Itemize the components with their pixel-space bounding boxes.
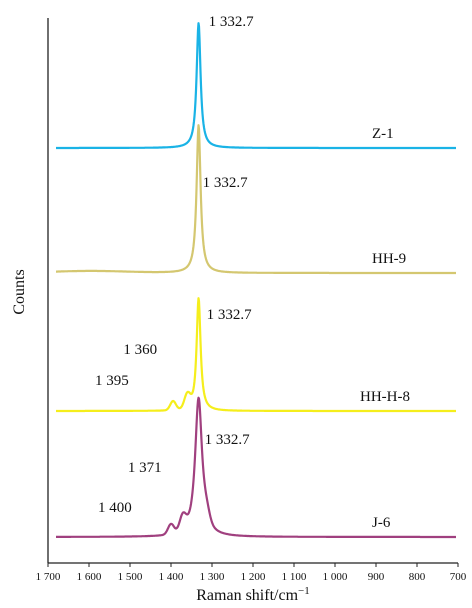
series-name-hh-h-8: HH-H-8 xyxy=(360,389,410,405)
x-axis-title-main: Raman shift/cm xyxy=(196,587,298,604)
peak-label-hh-h-8-2: 1 395 xyxy=(95,373,129,389)
series-name-z-1: Z-1 xyxy=(372,126,394,142)
series-line-j-6 xyxy=(55,396,457,539)
x-tick-label-1300: 1 300 xyxy=(200,571,225,583)
x-tick-label-1200: 1 200 xyxy=(241,571,266,583)
x-axis-title-superscript: −1 xyxy=(298,585,310,597)
x-tick-label-1100: 1 100 xyxy=(282,571,307,583)
peak-label-j-6-0: 1 332.7 xyxy=(205,432,251,448)
x-tick-label-700: 700 xyxy=(450,571,467,583)
axes-layer: Counts Raman shift/cm−1 xyxy=(11,18,458,604)
series-line-z-1 xyxy=(55,22,457,150)
x-tick-label-1000: 1 000 xyxy=(323,571,348,583)
x-tick-label-1600: 1 600 xyxy=(77,571,102,583)
series-name-j-6: J-6 xyxy=(372,515,391,531)
peak-label-j-6-2: 1 400 xyxy=(98,500,132,516)
x-ticks: 1 700 1 600 1 500 1 400 1 300 1 200 1 100 1 000… xyxy=(36,563,467,583)
x-tick-label-800: 800 xyxy=(409,571,426,583)
peak-label-j-6-1: 1 371 xyxy=(128,460,162,476)
y-axis-title: Counts xyxy=(11,269,28,314)
x-tick-label-1500: 1 500 xyxy=(118,571,143,583)
peak-label-hh-9-0: 1 332.7 xyxy=(203,175,249,191)
x-tick-label-1700: 1 700 xyxy=(36,571,61,583)
x-tick-label-1400: 1 400 xyxy=(159,571,184,583)
series-line-hh-h-8 xyxy=(55,297,457,413)
x-axis-title: Raman shift/cm−1 xyxy=(196,585,309,604)
peak-label-hh-h-8-1: 1 360 xyxy=(123,342,157,358)
x-tick-label-900: 900 xyxy=(368,571,385,583)
series-line-hh-9 xyxy=(55,124,457,275)
series-lines xyxy=(55,22,457,539)
series-names: Z-1 HH-9 HH-H-8 J-6 xyxy=(360,126,410,531)
series-name-hh-9: HH-9 xyxy=(372,251,406,267)
peak-annotations: 1 332.7 1 332.7 1 332.7 1 360 1 395 1 332.7 1 … xyxy=(95,14,254,516)
peak-label-z-1-0: 1 332.7 xyxy=(209,14,255,30)
peak-label-hh-h-8-0: 1 332.7 xyxy=(207,307,253,323)
